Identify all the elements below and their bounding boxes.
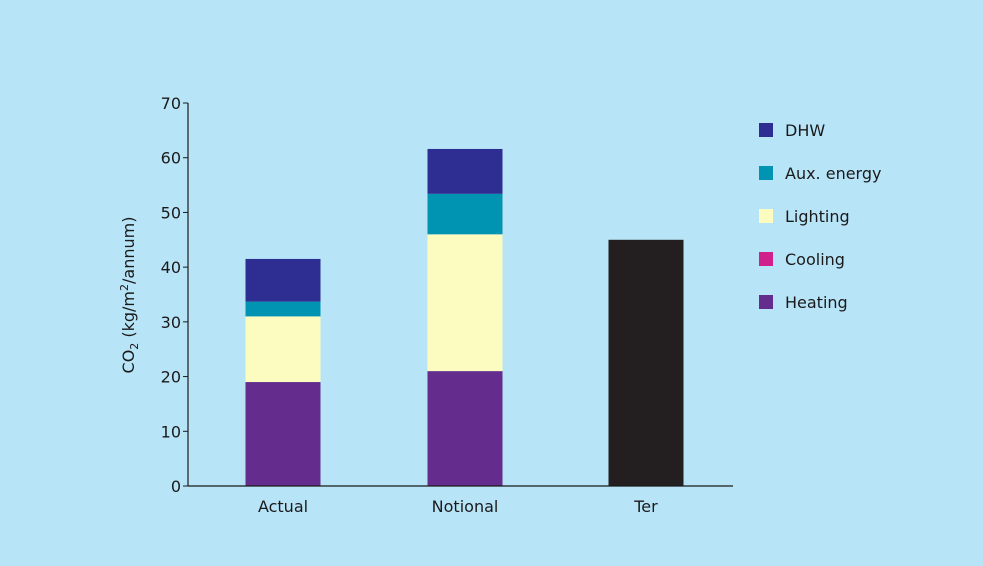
x-tick-label-actual: Actual: [258, 497, 308, 516]
bar-notional-heating: [427, 371, 503, 486]
axes: 0 10 20 30 40 50 60 70: [161, 94, 733, 496]
bar-notional-lighting: [427, 234, 503, 372]
y-tick-label-40: 40: [161, 258, 181, 277]
y-tick-label-0: 0: [171, 477, 181, 496]
legend-swatch-aux-energy: [759, 166, 773, 180]
bar-actual-lighting: [245, 316, 321, 383]
x-tick-label-ter: Ter: [633, 497, 658, 516]
legend-label-heating: Heating: [785, 293, 848, 312]
y-tick-label-70: 70: [161, 94, 181, 113]
legend-label-aux-energy: Aux. energy: [785, 164, 881, 183]
legend-swatch-cooling: [759, 252, 773, 266]
legend: DHW Aux. energy Lighting Cooling Heating: [759, 121, 881, 312]
legend-label-lighting: Lighting: [785, 207, 850, 226]
bar-actual-heating: [245, 382, 321, 486]
bar-actual-aux-energy: [245, 301, 321, 317]
legend-swatch-dhw: [759, 123, 773, 137]
y-tick-label-50: 50: [161, 203, 181, 222]
legend-label-cooling: Cooling: [785, 250, 845, 269]
bar-notional-dhw: [427, 148, 503, 194]
y-tick-label-30: 30: [161, 313, 181, 332]
x-tick-label-notional: Notional: [432, 497, 499, 516]
legend-swatch-heating: [759, 295, 773, 309]
bar-notional-aux-energy: [427, 193, 503, 235]
bar-ter-total: [608, 239, 684, 486]
y-tick-label-20: 20: [161, 368, 181, 387]
bar-actual-dhw: [245, 258, 321, 302]
legend-label-dhw: DHW: [785, 121, 825, 140]
bars: Actual Notional Ter: [245, 148, 684, 516]
y-axis-label: CO2 (kg/m2/annum): [118, 217, 141, 374]
y-tick-label-60: 60: [161, 149, 181, 168]
legend-swatch-lighting: [759, 209, 773, 223]
y-tick-label-10: 10: [161, 422, 181, 441]
